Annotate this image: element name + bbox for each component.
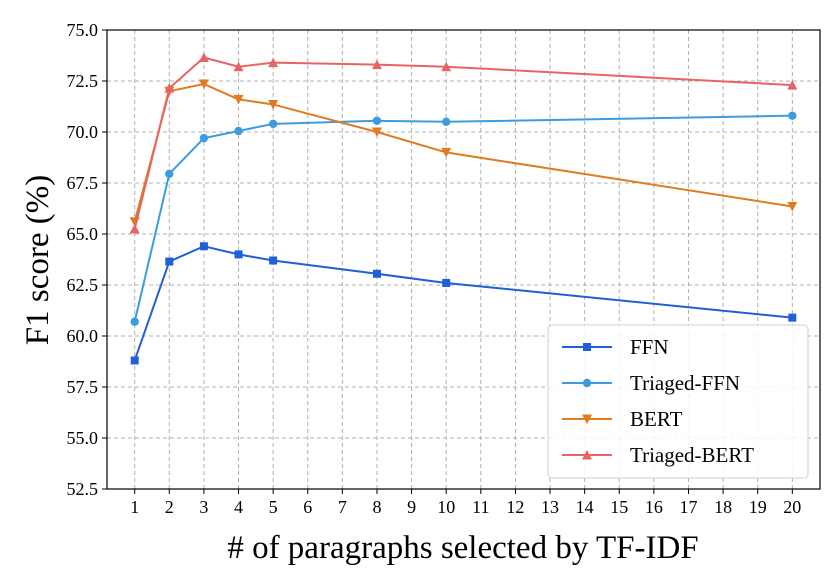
data-point-triaged-ffn — [372, 116, 382, 125]
x-tick-label: 18 — [714, 497, 732, 517]
data-point-bert — [371, 127, 382, 137]
plot-area-frame — [106, 29, 821, 490]
x-tick-label: 16 — [645, 497, 663, 517]
x-tick-label: 8 — [372, 497, 381, 517]
x-tick-label: 3 — [199, 497, 208, 517]
x-tick-label: 1 — [130, 497, 139, 517]
y-tick-label: 75.0 — [67, 20, 99, 40]
data-point-triaged-ffn — [234, 126, 243, 136]
data-point-bert — [268, 99, 279, 110]
data-point-triaged-ffn — [199, 133, 209, 143]
data-point-bert — [198, 79, 209, 90]
legend-label: BERT — [630, 407, 683, 431]
data-point-ffn — [130, 356, 139, 365]
data-point-triaged-bert — [787, 80, 798, 90]
y-tick-label: 60.0 — [67, 326, 99, 346]
x-tick-label: 5 — [269, 497, 278, 517]
x-tick-label: 17 — [679, 497, 697, 517]
data-point-triaged-bert — [371, 59, 382, 70]
legend-swatch-marker — [582, 414, 592, 424]
series-line-ffn — [133, 245, 793, 361]
legend-label: Triaged-FFN — [630, 371, 740, 395]
legend-swatch-marker — [582, 378, 592, 388]
data-point-triaged-bert — [441, 61, 452, 72]
legend: FFN Triaged-FFN BERT Triaged-BERT — [547, 324, 809, 479]
x-tick-label: 6 — [303, 497, 312, 517]
x-tick-label: 20 — [783, 497, 801, 517]
legend-item-ffn: FFN — [562, 335, 669, 359]
x-tick-label: 12 — [506, 497, 524, 517]
legend-swatch-marker — [583, 343, 591, 351]
data-point-triaged-bert — [233, 61, 244, 72]
series-lines — [129, 52, 798, 365]
y-tick-label: 67.5 — [67, 173, 99, 193]
data-point-bert — [233, 94, 244, 105]
data-point-triaged-ffn — [165, 169, 174, 179]
legend-label: FFN — [630, 335, 669, 359]
x-tick-label: 13 — [541, 497, 559, 517]
series-bert — [129, 79, 798, 227]
data-point-triaged-bert — [164, 83, 175, 93]
data-point-ffn — [199, 242, 208, 251]
y-tick-label: 52.5 — [67, 479, 99, 499]
data-point-ffn — [234, 250, 243, 259]
x-tick-label: 7 — [338, 497, 347, 517]
y-tick-label: 55.0 — [67, 428, 99, 448]
x-tick-label: 9 — [407, 497, 416, 517]
series-triaged-bert — [129, 52, 798, 234]
series-line-triaged-bert — [133, 56, 793, 230]
series-line-triaged-ffn — [133, 114, 793, 322]
data-point-ffn — [372, 269, 381, 278]
data-point-ffn — [269, 256, 278, 265]
data-point-triaged-ffn — [788, 111, 797, 120]
legend-item-triaged-bert: Triaged-BERT — [562, 443, 754, 467]
data-point-triaged-ffn — [268, 119, 278, 129]
x-tick-label: 4 — [234, 497, 243, 517]
series-ffn — [130, 242, 797, 365]
data-point-triaged-bert — [268, 57, 279, 68]
legend-item-bert: BERT — [562, 407, 683, 431]
series-triaged-ffn — [130, 111, 797, 326]
y-tick-label: 62.5 — [67, 275, 99, 295]
x-tick-label: 15 — [610, 497, 628, 517]
x-tick-label: 14 — [576, 497, 594, 517]
data-point-triaged-ffn — [441, 117, 451, 127]
series-line-bert — [133, 83, 793, 223]
y-tick-label: 70.0 — [67, 122, 99, 142]
legend-swatch-marker — [582, 450, 592, 460]
legend-label: Triaged-BERT — [630, 443, 754, 467]
y-tick-label: 72.5 — [67, 71, 99, 91]
axis-ticks: 1 2 3 4 5 6 7 8 9 10 11 12 13 14 15 16 17 18 19 2052.555.05… — [67, 20, 802, 517]
data-point-triaged-ffn — [130, 317, 139, 326]
data-point-triaged-bert — [198, 52, 209, 63]
x-tick-label: 19 — [749, 497, 767, 517]
data-point-bert — [787, 201, 798, 212]
data-point-ffn — [165, 257, 174, 266]
x-tick-label: 2 — [165, 497, 174, 517]
data-point-ffn — [442, 278, 451, 287]
data-point-triaged-bert — [129, 223, 140, 234]
y-tick-label: 57.5 — [67, 377, 99, 397]
legend-box — [547, 324, 809, 479]
legend-item-triaged-ffn: Triaged-FFN — [562, 371, 740, 395]
y-axis-title: F1 score (%) — [20, 175, 56, 345]
data-point-bert — [441, 147, 452, 158]
x-tick-label: 10 — [437, 497, 455, 517]
x-tick-label: 11 — [472, 497, 489, 517]
data-point-ffn — [788, 313, 797, 322]
x-axis-title: # of paragraphs selected by TF-IDF — [227, 530, 698, 566]
y-tick-label: 65.0 — [67, 224, 99, 244]
